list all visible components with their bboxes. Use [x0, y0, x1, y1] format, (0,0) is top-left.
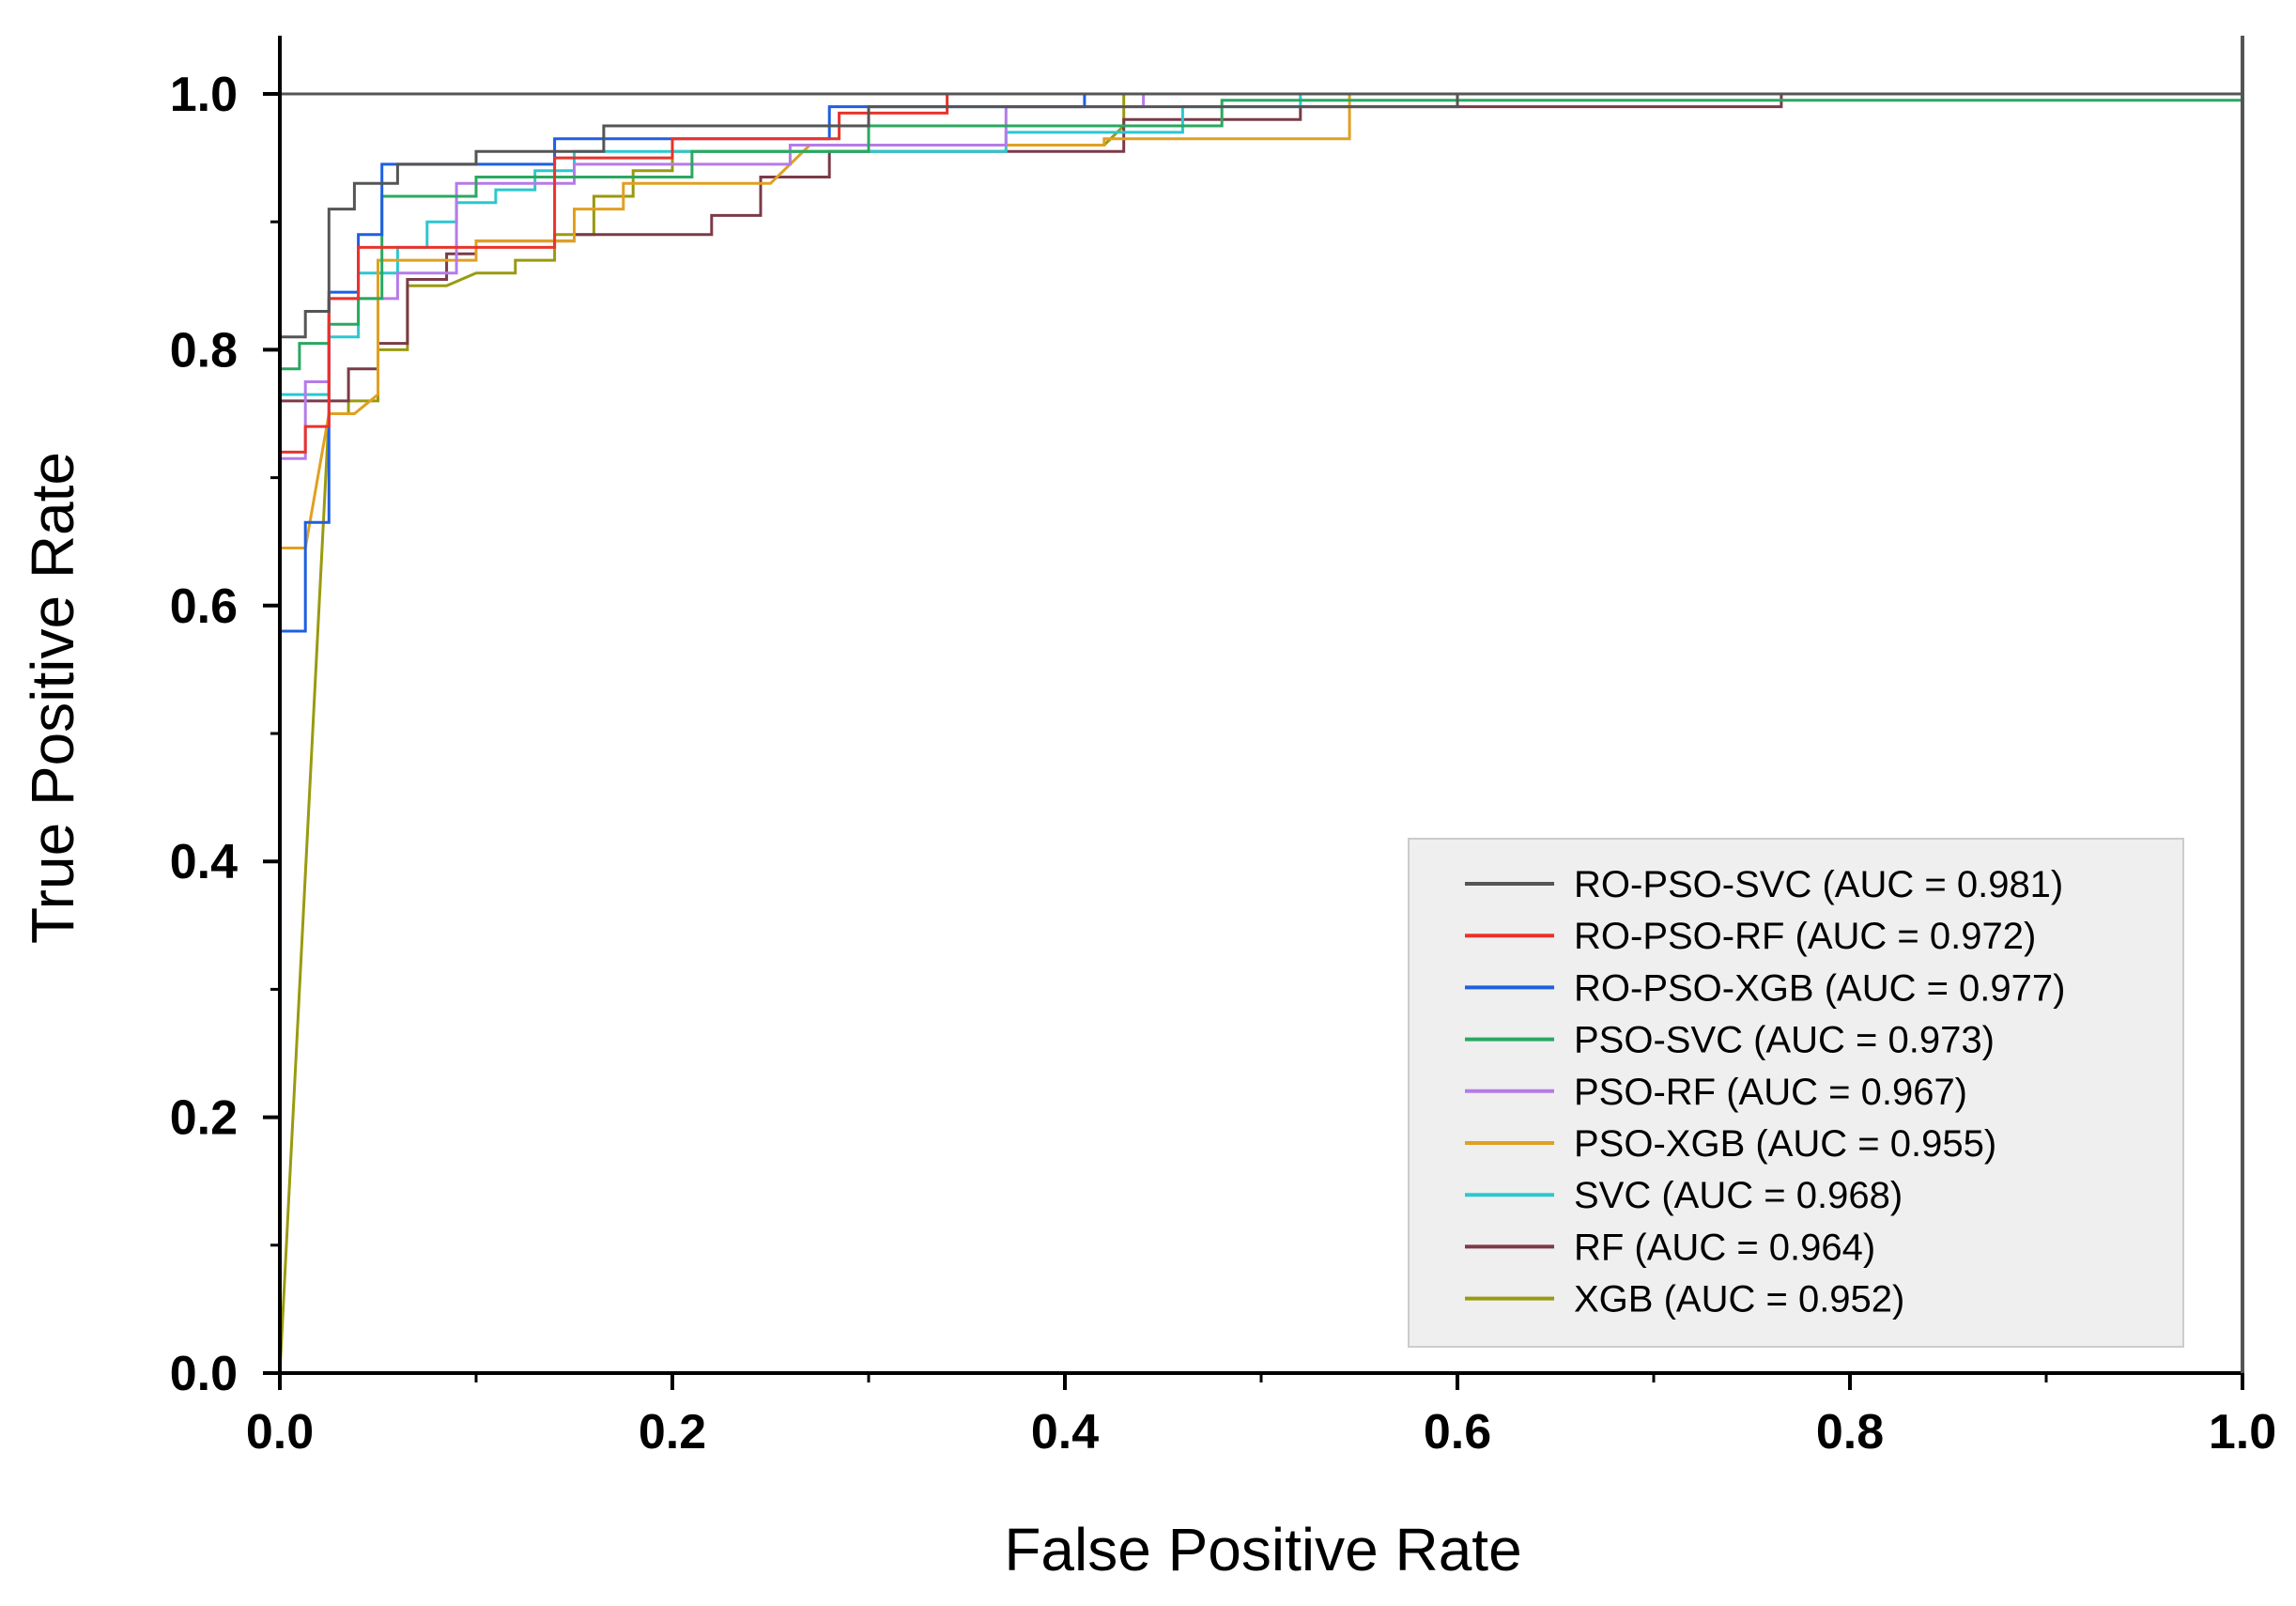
- series-line-ro-pso-svc: [278, 92, 2242, 1373]
- series-line-pso-xgb: [278, 92, 2242, 1373]
- ticks-layer: 0.0 0.2 0.4 0.6 0.8 1.0 0.0 0.2 0.4 0.6 0.8 1.0: [170, 68, 2276, 1459]
- x-tick-label: 0.4: [1031, 1405, 1099, 1459]
- x-axis-title: False Positive Rate: [1004, 1516, 1521, 1583]
- series-line-pso-svc: [278, 94, 2244, 1373]
- legend-label-pso-rf: PSO-RF (AUC = 0.967): [1574, 1072, 1967, 1113]
- y-tick-label: 0.6: [170, 579, 238, 634]
- legend-label-pso-xgb: PSO-XGB (AUC = 0.955): [1574, 1123, 1996, 1165]
- legend-items: RO-PSO-SVC (AUC = 0.981) RO-PSO-RF (AUC =…: [1465, 864, 2065, 1320]
- series-line-svc: [278, 92, 2242, 1373]
- y-tick-label: 0.8: [170, 323, 238, 378]
- legend-label-ro-pso-svc: RO-PSO-SVC (AUC = 0.981): [1574, 864, 2063, 905]
- x-tick-label: 0.0: [246, 1405, 314, 1459]
- x-tick-label: 0.8: [1816, 1405, 1884, 1459]
- x-tick-label: 0.6: [1424, 1405, 1491, 1459]
- legend: RO-PSO-SVC (AUC = 0.981) RO-PSO-RF (AUC =…: [1408, 838, 2184, 1348]
- series-line-ro-pso-rf: [278, 92, 2242, 1373]
- series-layer: [278, 92, 2244, 1374]
- legend-label-ro-pso-rf: RO-PSO-RF (AUC = 0.972): [1574, 916, 2036, 957]
- legend-label-rf: RF (AUC = 0.964): [1574, 1227, 1875, 1268]
- legend-label-svc: SVC (AUC = 0.968): [1574, 1175, 1903, 1216]
- legend-label-ro-pso-xgb: RO-PSO-XGB (AUC = 0.977): [1574, 967, 2065, 1009]
- x-tick-label: 1.0: [2209, 1405, 2276, 1459]
- y-axis-title: True Positive Rate: [19, 452, 86, 944]
- y-tick-label: 0.2: [170, 1091, 238, 1146]
- y-tick-label: 0.0: [170, 1347, 238, 1401]
- legend-label-xgb: XGB (AUC = 0.952): [1574, 1279, 1904, 1320]
- legend-label-pso-svc: PSO-SVC (AUC = 0.973): [1574, 1020, 1995, 1061]
- y-tick-label: 0.4: [170, 835, 238, 889]
- x-tick-label: 0.2: [639, 1405, 706, 1459]
- y-tick-label: 1.0: [170, 68, 238, 122]
